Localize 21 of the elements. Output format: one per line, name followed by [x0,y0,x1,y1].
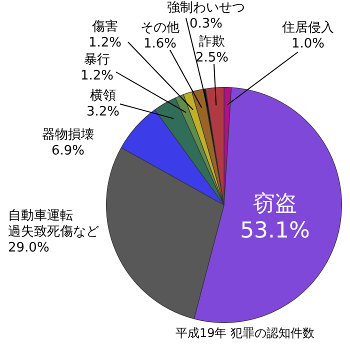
slice-label: 傷害 [91,18,118,34]
data-label: 29.0% [8,240,50,256]
slice-label: 窃盗 [253,192,297,217]
slice-label: 暴行 [84,52,110,68]
slice-label: 器物損壊 [42,127,94,142]
data-label: 3.2% [86,104,120,120]
data-label: 2.5% [195,50,229,66]
slice-label: 住居侵入 [281,20,334,36]
data-label: 1.0% [291,36,325,52]
data-label: 1.2% [88,35,122,50]
data-label: 1.2% [80,68,114,84]
text: 平成19年 犯罪の認知件数 [175,326,315,340]
slice-label: 詐欺 [199,34,225,50]
data-label: 6.9% [51,143,85,158]
slice-label: 自動車運転過失致死傷など [8,208,99,240]
slice-label: 横領 [90,88,116,104]
slice-label: 強制わいせつ [167,0,245,16]
data-label: 0.3% [189,16,223,32]
data-label: 1.6% [143,36,177,52]
slice-label: その他 [140,20,180,36]
data-label: 53.1% [240,218,310,244]
